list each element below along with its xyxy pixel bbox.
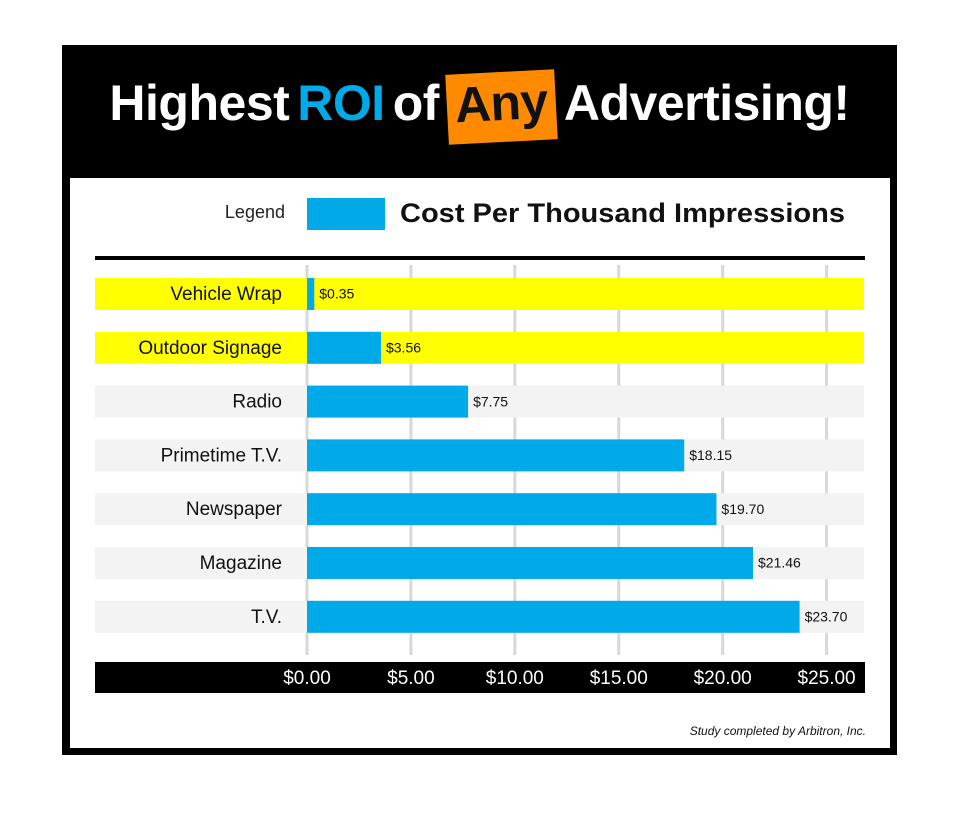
source-note: Study completed by Arbitron, Inc. bbox=[690, 724, 866, 738]
title-word: Any bbox=[445, 69, 558, 145]
x-tick-label: $15.00 bbox=[590, 668, 648, 689]
x-tick-label: $20.00 bbox=[694, 668, 752, 689]
y-tick-label: T.V. bbox=[251, 607, 282, 628]
y-tick-label: Vehicle Wrap bbox=[170, 284, 282, 305]
bar bbox=[307, 439, 685, 472]
title-word: of bbox=[392, 75, 440, 131]
value-label: $23.70 bbox=[805, 609, 848, 625]
y-tick-label: Primetime T.V. bbox=[161, 445, 282, 466]
value-label: $21.46 bbox=[758, 555, 801, 571]
y-tick-label: Outdoor Signage bbox=[138, 338, 282, 359]
divider bbox=[95, 256, 865, 260]
chart-title: Highest ROI of Any Advertising! bbox=[62, 69, 897, 145]
legend-swatch bbox=[307, 198, 385, 230]
bar bbox=[307, 331, 381, 364]
row-band bbox=[95, 385, 864, 418]
row-band bbox=[95, 278, 864, 310]
value-label: $0.35 bbox=[319, 286, 354, 302]
row-band bbox=[95, 331, 864, 364]
legend-label: Cost Per Thousand Impressions bbox=[400, 198, 845, 228]
value-label: $7.75 bbox=[473, 393, 508, 409]
y-tick-label: Newspaper bbox=[186, 499, 283, 520]
x-tick-label: $25.00 bbox=[798, 668, 856, 689]
axis-band bbox=[95, 662, 865, 693]
bar bbox=[307, 600, 800, 633]
y-tick-label: Radio bbox=[232, 392, 282, 413]
legend-title: Legend bbox=[225, 202, 285, 222]
x-tick-label: $0.00 bbox=[283, 668, 331, 689]
title-word: Advertising! bbox=[563, 75, 850, 131]
title-word: Highest bbox=[109, 75, 290, 131]
value-label: $18.15 bbox=[689, 447, 732, 463]
bar bbox=[307, 385, 469, 418]
value-label: $19.70 bbox=[721, 501, 764, 517]
y-tick-label: Magazine bbox=[200, 553, 282, 574]
bar bbox=[307, 493, 717, 526]
bar bbox=[307, 547, 754, 579]
title-word: ROI bbox=[297, 75, 385, 131]
value-label: $3.56 bbox=[386, 340, 421, 356]
x-tick-label: $5.00 bbox=[387, 668, 435, 689]
x-tick-label: $10.00 bbox=[486, 668, 544, 689]
bar bbox=[307, 278, 315, 310]
